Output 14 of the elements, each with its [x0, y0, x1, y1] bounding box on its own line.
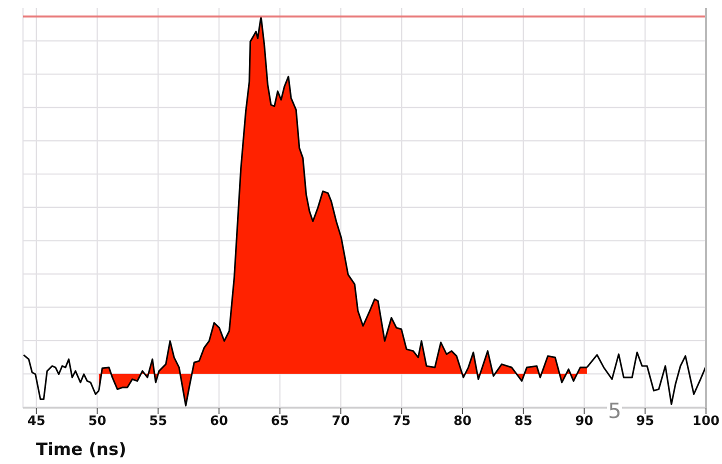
x-tick-label: 50: [88, 414, 106, 430]
x-tick-label: 100: [692, 414, 720, 430]
x-tick-label: 70: [332, 414, 350, 430]
x-tick-label: 60: [210, 414, 228, 430]
x-tick-label: 80: [453, 414, 472, 430]
x-tick-label: 55: [149, 414, 168, 430]
x-tick-label: 95: [636, 414, 654, 430]
x-tick-label: 90: [575, 414, 594, 430]
x-tick-label: 85: [514, 414, 532, 430]
x-axis-title: Time (ns): [36, 440, 126, 460]
x-tick-label: 65: [270, 414, 289, 430]
annotation: 5: [607, 399, 622, 423]
x-tick-label: 45: [27, 414, 46, 430]
x-tick-label: 75: [392, 414, 411, 430]
